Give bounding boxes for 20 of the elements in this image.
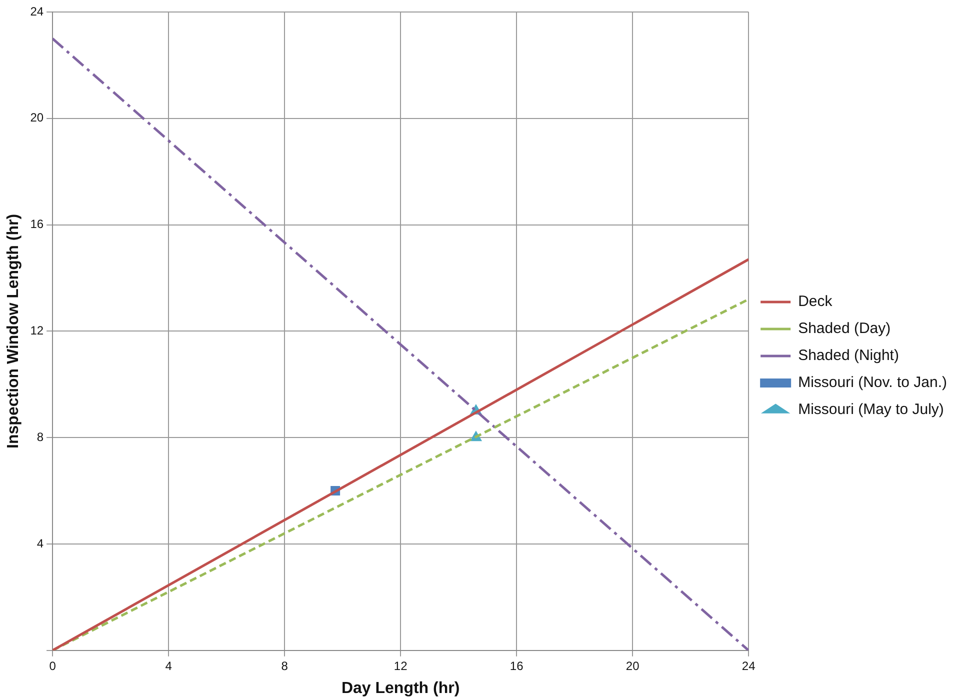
- y-tick-label: 20: [30, 110, 44, 125]
- y-tick-label: 24: [30, 4, 44, 18]
- y-axis-title: Inspection Window Length (hr): [5, 214, 22, 448]
- x-axis-title: Day Length (hr): [341, 680, 460, 697]
- y-tick-label: 8: [36, 430, 44, 444]
- x-tick-label: 4: [165, 658, 172, 673]
- x-tick-label: 8: [281, 658, 288, 673]
- x-tick-label: 0: [49, 658, 56, 673]
- x-tick-label: 16: [510, 658, 524, 673]
- y-tick-label: 12: [30, 324, 44, 338]
- legend-label: Deck: [798, 293, 833, 310]
- y-tick-label: 4: [36, 536, 44, 550]
- x-tick-label: 12: [394, 658, 408, 673]
- legend-label: Shaded (Day): [798, 320, 891, 338]
- x-tick-label: 24: [742, 658, 756, 673]
- x-tick-label: 20: [626, 658, 640, 673]
- y-tick-label: 16: [30, 217, 44, 232]
- legend-label: Missouri (May to July): [798, 401, 944, 418]
- legend-label: Shaded (Night): [798, 347, 899, 364]
- legend-label: Missouri (Nov. to Jan.): [798, 374, 948, 392]
